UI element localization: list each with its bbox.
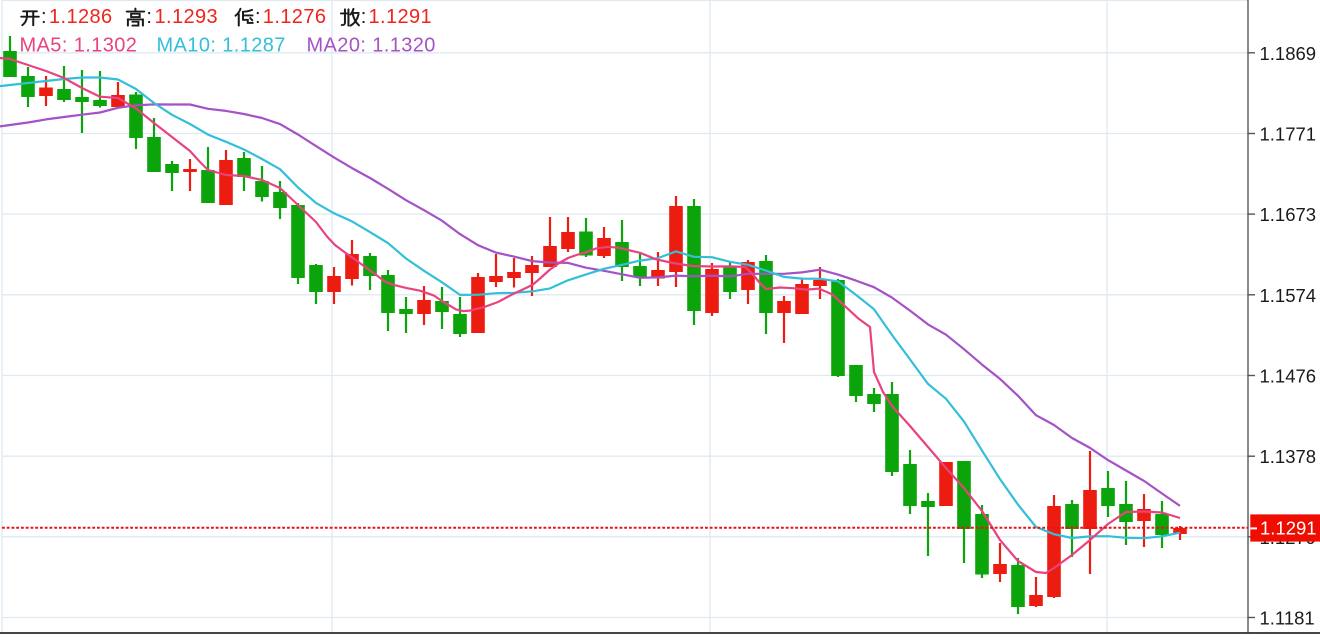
svg-text:1.1291: 1.1291 [369,6,433,28]
svg-text:1.1476: 1.1476 [1260,366,1317,387]
svg-text:1.1378: 1.1378 [1260,446,1317,467]
svg-text::: : [41,6,47,28]
svg-text::: : [146,6,152,28]
svg-text:MA5: 1.1302: MA5: 1.1302 [20,35,138,57]
svg-text:MA10: 1.1287: MA10: 1.1287 [157,35,286,57]
svg-text:1.1286: 1.1286 [49,6,113,28]
svg-text:1.1181: 1.1181 [1260,608,1315,629]
svg-text:1.1869: 1.1869 [1260,43,1317,64]
svg-text::: : [255,6,261,28]
svg-text:1.1574: 1.1574 [1260,285,1317,306]
svg-text:MA20: 1.1320: MA20: 1.1320 [307,35,436,57]
svg-text:1.1276: 1.1276 [263,6,327,28]
svg-text:1.1293: 1.1293 [155,6,219,28]
svg-text:1.1771: 1.1771 [1260,124,1317,145]
svg-text:1.1673: 1.1673 [1260,204,1317,225]
svg-text::: : [361,6,367,28]
svg-text:1.1291: 1.1291 [1260,518,1317,539]
